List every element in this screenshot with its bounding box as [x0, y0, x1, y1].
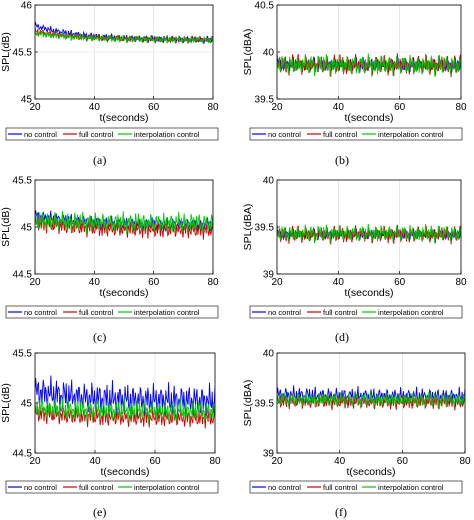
chart-b-legend-label: no control [268, 130, 301, 139]
chart-a-legend-label: full control [79, 130, 114, 139]
chart-d-xtick-label: 20 [271, 277, 283, 288]
chart-a-legend [5, 127, 219, 141]
chart-f-series-interpolation-control [277, 391, 465, 409]
chart-f-xtick-label: 20 [271, 456, 283, 467]
chart-e-legend-label: no control [24, 483, 57, 492]
chart-a-ytick-label: 45.5 [13, 48, 33, 59]
chart-f-ylabel: SPL(dBA) [242, 380, 254, 427]
panel-label-c: (c) [93, 330, 107, 344]
chart-a-legend-label: interpolation control [134, 130, 200, 139]
chart-e-ytick-label: 45 [21, 399, 33, 410]
chart-b-xlabel: t(seconds) [344, 112, 393, 124]
chart-b-ylabel: SPL(dBA) [242, 29, 254, 76]
chart-d-legend-label: full control [323, 308, 358, 317]
chart-d-ytick-label: 39 [263, 270, 275, 281]
chart-d-xtick-label: 80 [455, 277, 467, 288]
chart-b-legend [249, 127, 463, 141]
chart-b-xtick-label: 20 [271, 102, 283, 113]
chart-d-legend-label: interpolation control [378, 308, 444, 317]
chart-f-xlabel: t(seconds) [346, 466, 395, 478]
chart-b-ytick-label: 40.5 [255, 1, 275, 12]
chart-b-ytick-label: 40 [263, 48, 275, 59]
chart-b-xtick-label: 60 [394, 102, 406, 113]
chart-c-xlabel: t(seconds) [99, 287, 148, 299]
chart-c-xtick-label: 20 [29, 277, 41, 288]
chart-f-ytick-label: 39 [263, 449, 275, 460]
panel-label-e: (e) [93, 505, 107, 519]
chart-a-xtick-label: 20 [29, 102, 41, 113]
chart-c-legend [5, 305, 219, 319]
chart-c-xtick-label: 60 [148, 277, 160, 288]
chart-a-xtick-label: 60 [148, 102, 160, 113]
chart-d-xtick-label: 40 [333, 277, 345, 288]
chart-d-series-interpolation-control [277, 223, 461, 244]
chart-e-xtick-label: 60 [149, 456, 161, 467]
chart-d-ylabel: SPL(dBA) [242, 204, 254, 251]
chart-f-xtick-label: 40 [334, 456, 346, 467]
chart-a-ytick-label: 45 [21, 95, 33, 106]
chart-b-xtick-label: 40 [333, 102, 345, 113]
panel-label-a: (a) [93, 153, 107, 167]
chart-f-legend-label: interpolation control [378, 483, 444, 492]
chart-a-legend-label: no control [24, 130, 57, 139]
chart-d-ytick-label: 40 [263, 176, 275, 187]
chart-e-legend-label: full control [79, 483, 114, 492]
chart-c-series-interpolation-control [35, 210, 213, 236]
chart-f-ytick-label: 39.5 [255, 399, 275, 410]
chart-e-xlabel: t(seconds) [100, 466, 149, 478]
chart-e-ylabel: SPL(dB) [0, 383, 12, 423]
chart-a-ylabel: SPL(dB) [0, 32, 12, 72]
chart-d-xtick-label: 60 [394, 277, 406, 288]
chart-b-xtick-label: 80 [455, 102, 467, 113]
chart-e-series-interpolation-control [35, 397, 215, 424]
chart-e-xtick-label: 40 [89, 456, 101, 467]
chart-c-legend-label: no control [24, 308, 57, 317]
chart-f-ytick-label: 40 [263, 349, 275, 360]
chart-e-ytick-label: 44.5 [13, 449, 33, 460]
chart-b-legend-label: interpolation control [378, 130, 444, 139]
chart-d-series-full-control [277, 224, 461, 245]
chart-c-legend-label: full control [79, 308, 114, 317]
panel-label-d: (d) [335, 330, 349, 344]
chart-d-legend-label: no control [268, 308, 301, 317]
chart-e-legend-label: interpolation control [134, 483, 200, 492]
chart-c-ytick-label: 45 [21, 223, 33, 234]
chart-d-ytick-label: 39.5 [255, 223, 275, 234]
chart-f-legend [249, 480, 463, 494]
chart-a-ytick-label: 46 [21, 1, 33, 12]
chart-c-xtick-label: 80 [207, 277, 219, 288]
chart-f-series-no-control [277, 385, 465, 407]
chart-c-ytick-label: 45.5 [13, 176, 33, 187]
chart-b-legend-label: full control [323, 130, 358, 139]
chart-a-xtick-label: 80 [207, 102, 219, 113]
chart-d-legend [249, 305, 463, 319]
panel-label-f: (f) [335, 505, 347, 519]
chart-d-xlabel: t(seconds) [344, 287, 393, 299]
panel-label-b: (b) [335, 153, 349, 167]
chart-b-series-interpolation-control [277, 53, 461, 78]
chart-f-xtick-label: 80 [459, 456, 471, 467]
chart-f-legend-label: full control [323, 483, 358, 492]
chart-c-ylabel: SPL(dB) [0, 207, 12, 247]
chart-a-xtick-label: 40 [89, 102, 101, 113]
chart-a-series-interpolation-control [35, 30, 213, 45]
chart-b-ytick-label: 39.5 [255, 95, 275, 106]
chart-c-ytick-label: 44.5 [13, 270, 33, 281]
chart-e-legend [5, 480, 219, 494]
chart-e-xtick-label: 80 [209, 456, 221, 467]
chart-c-xtick-label: 40 [89, 277, 101, 288]
chart-f-xtick-label: 60 [397, 456, 409, 467]
chart-a-xlabel: t(seconds) [99, 112, 148, 124]
chart-c-legend-label: interpolation control [134, 308, 200, 317]
chart-e-xtick-label: 20 [29, 456, 41, 467]
chart-e-ytick-label: 45.5 [13, 349, 33, 360]
chart-f-legend-label: no control [268, 483, 301, 492]
